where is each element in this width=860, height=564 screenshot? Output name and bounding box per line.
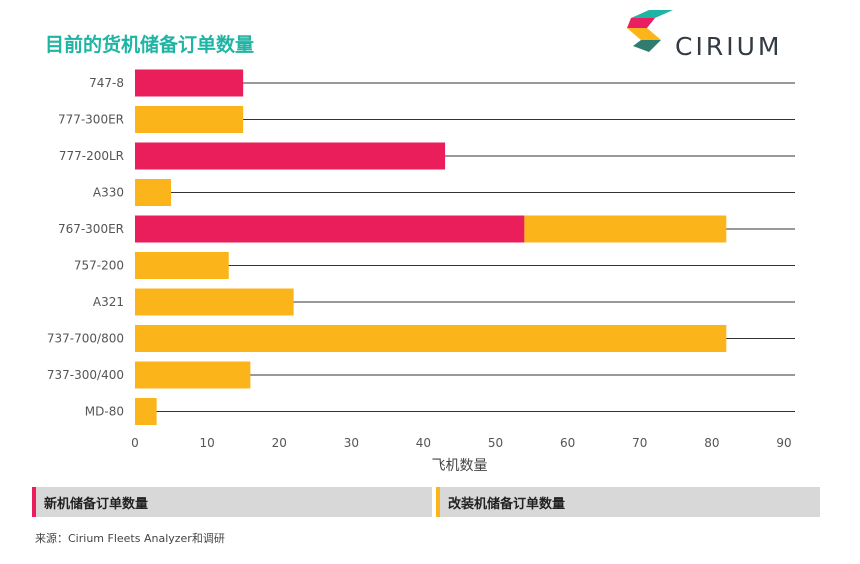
category-label: 757-200 xyxy=(74,259,124,273)
x-tick-label: 50 xyxy=(488,436,503,450)
legend-new-swatch xyxy=(32,487,36,517)
category-label: 737-300/400 xyxy=(47,368,124,382)
legend-new-label: 新机储备订单数量 xyxy=(44,497,149,512)
bar-converted xyxy=(135,106,244,133)
bar-converted xyxy=(135,325,727,352)
bar-converted xyxy=(135,361,251,389)
source-note: 来源：Cirium Fleets Analyzer和调研 xyxy=(35,532,225,545)
bar-new xyxy=(135,142,446,170)
legend-converted-swatch xyxy=(436,487,440,517)
category-label: MD-80 xyxy=(85,405,124,419)
bar-converted xyxy=(135,398,157,425)
legend-converted-label: 改装机储备订单数量 xyxy=(448,497,566,512)
x-tick-label: 90 xyxy=(776,436,791,450)
category-label: 747-8 xyxy=(89,76,124,90)
category-label: A321 xyxy=(93,295,124,309)
category-label: 737-700/800 xyxy=(47,332,124,346)
x-tick-label: 70 xyxy=(632,436,647,450)
x-tick-label: 10 xyxy=(199,436,214,450)
bar-converted xyxy=(135,179,172,206)
bar-converted xyxy=(524,215,727,243)
category-label: A330 xyxy=(93,186,124,200)
legend-new: 新机储备订单数量 xyxy=(32,487,432,517)
x-axis-title: 飞机数量 xyxy=(432,458,488,474)
bar-converted xyxy=(135,252,229,279)
chart-title: 目前的货机储备订单数量 xyxy=(45,34,255,56)
category-label: 767-300ER xyxy=(58,222,124,236)
category-label: 777-300ER xyxy=(58,113,124,127)
category-label: 777-200LR xyxy=(59,149,124,163)
x-tick-label: 80 xyxy=(704,436,719,450)
x-tick-label: 40 xyxy=(416,436,431,450)
bar-chart: 747-8 777-300ER 777-200LR A330 767-300ER 757-… xyxy=(47,69,795,474)
x-tick-label: 60 xyxy=(560,436,575,450)
logo-text: CIRIUM xyxy=(675,32,783,61)
bar-new xyxy=(135,69,244,97)
bar-new xyxy=(135,215,525,243)
x-tick-label: 20 xyxy=(272,436,287,450)
bar-converted xyxy=(135,288,294,316)
legend-converted: 改装机储备订单数量 xyxy=(436,487,820,517)
cirium-logo-icon xyxy=(627,10,673,52)
x-tick-label: 30 xyxy=(344,436,359,450)
x-tick-label: 0 xyxy=(131,436,139,450)
